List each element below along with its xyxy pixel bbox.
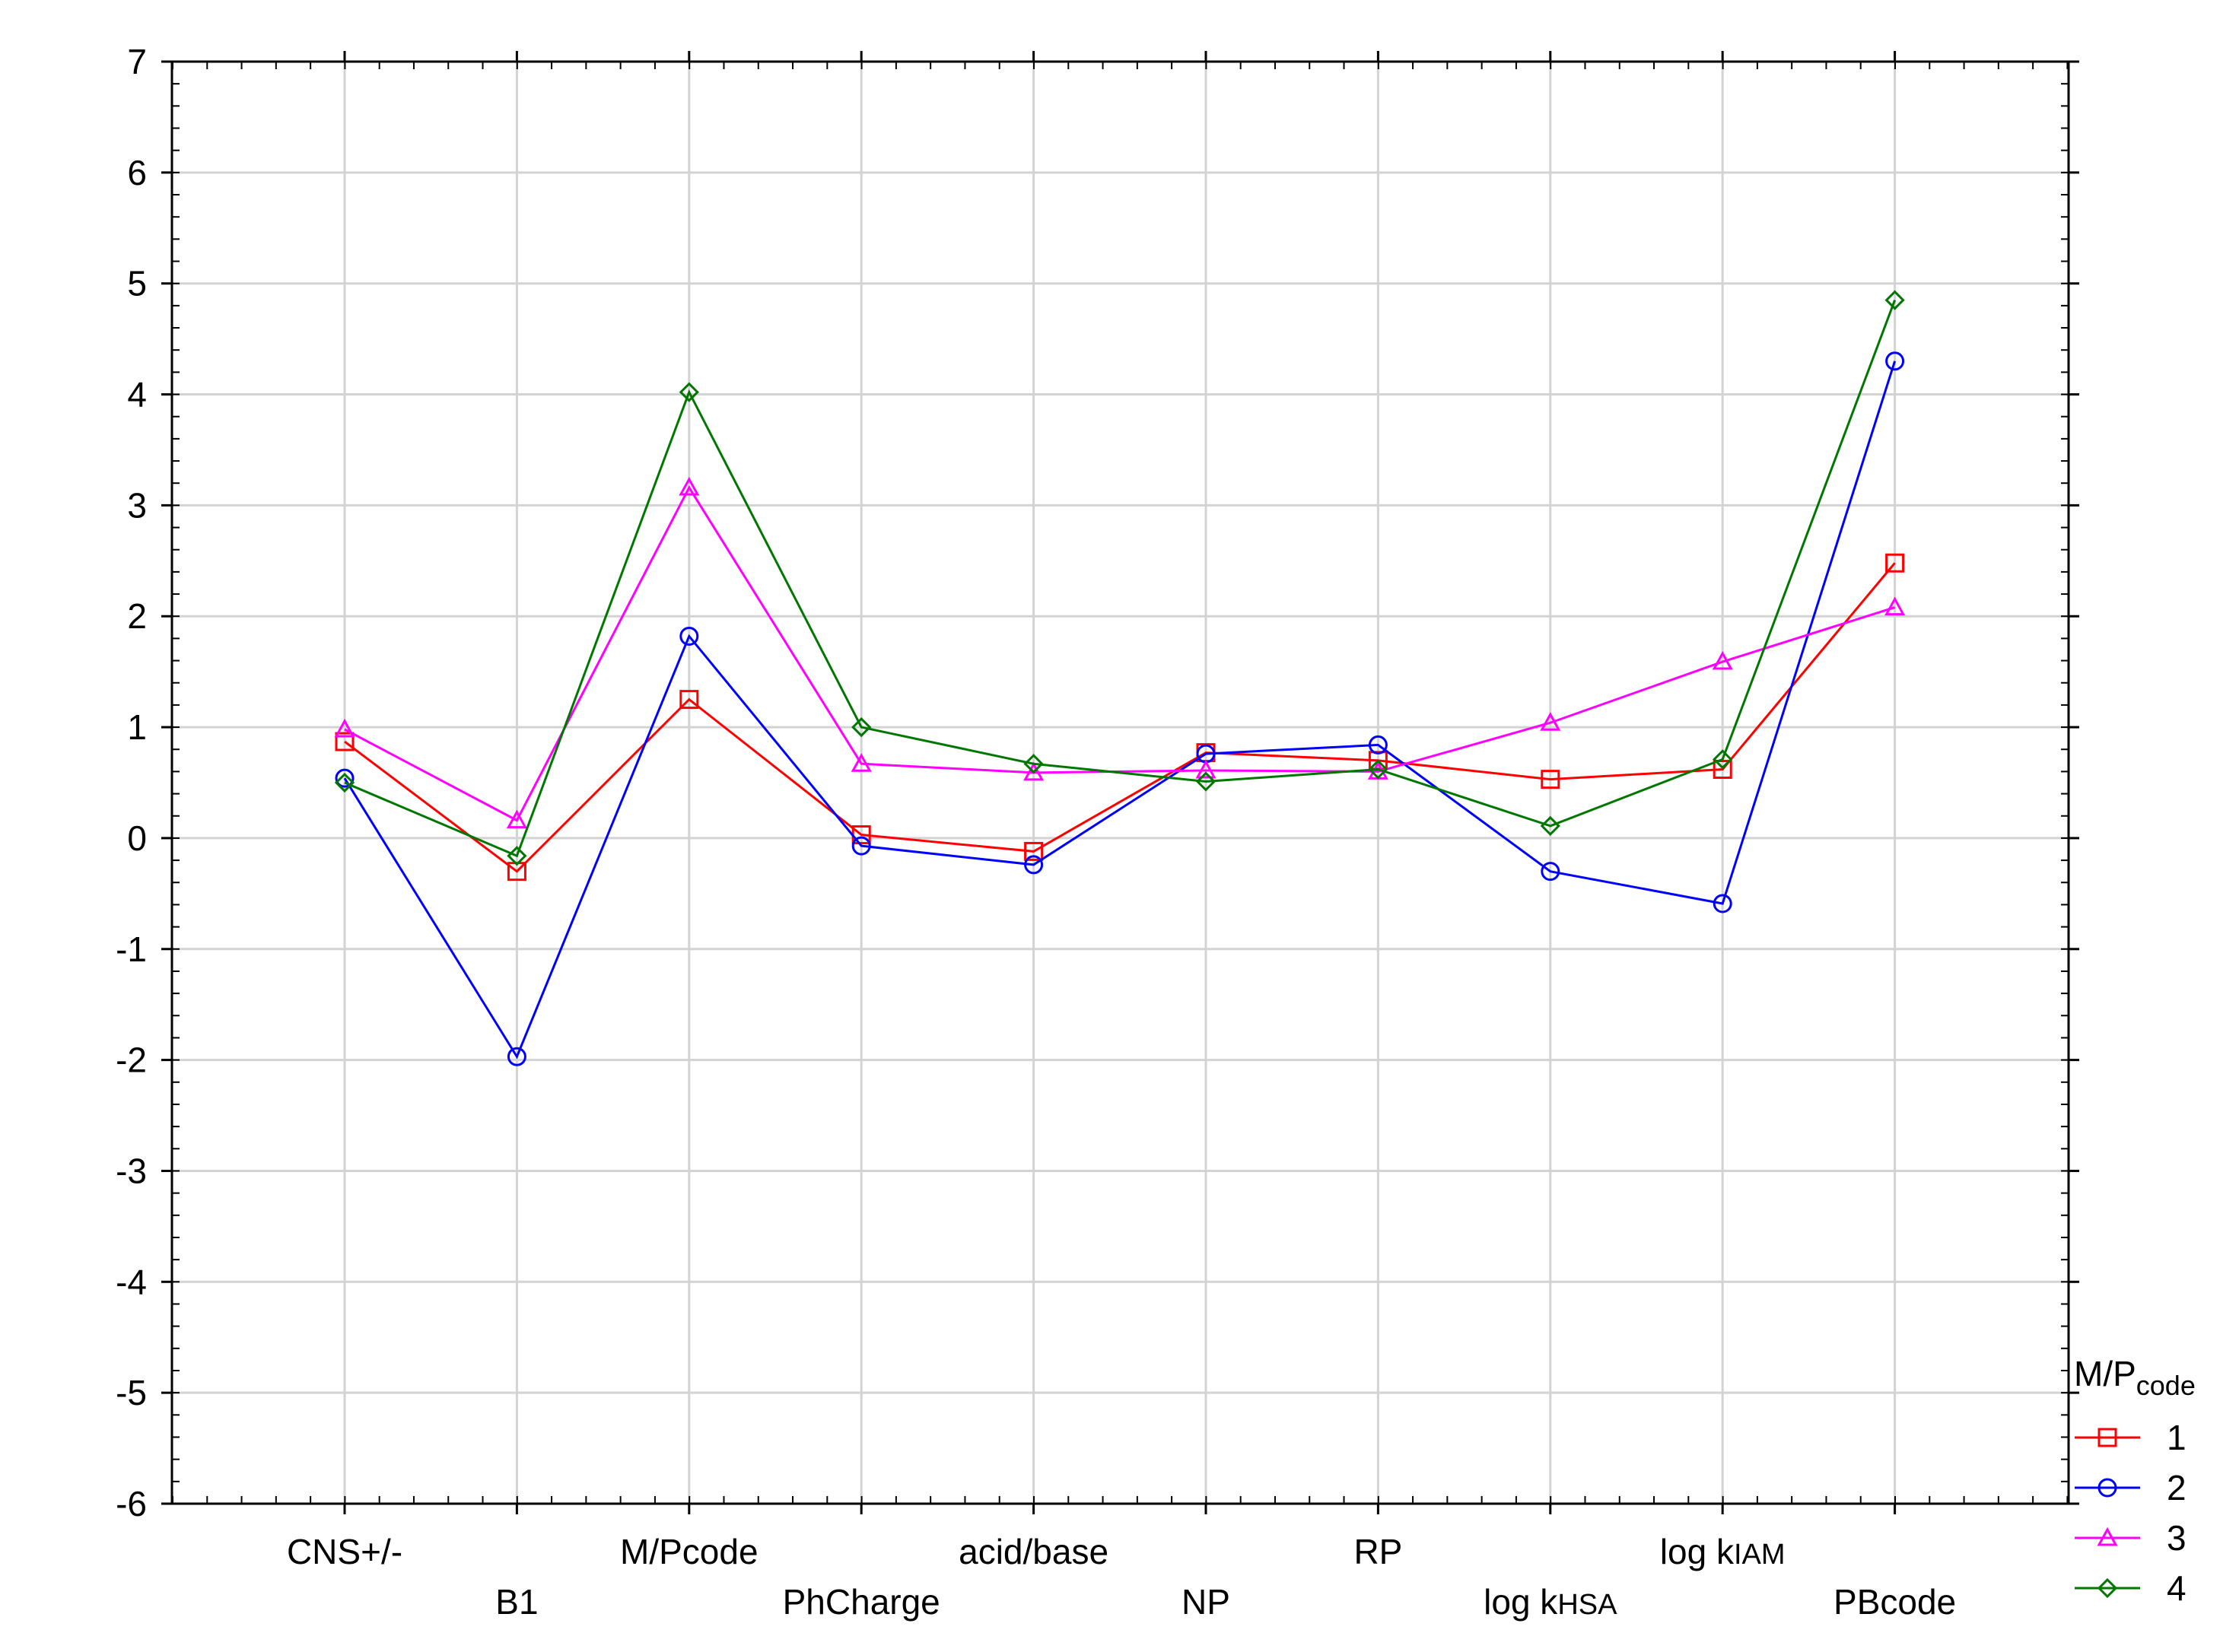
legend-item: 4 [2075, 1568, 2187, 1608]
legend-item: 2 [2075, 1468, 2187, 1507]
y-tick-label: -2 [116, 1040, 147, 1080]
data-point-3 [1023, 761, 1045, 781]
plot-frame [170, 60, 2070, 1505]
data-point-2 [679, 626, 699, 646]
data-point-3 [851, 753, 872, 772]
data-point-1 [1885, 553, 1905, 573]
data-point-2 [335, 768, 355, 788]
legend-title: M/Pcode [2074, 1354, 2196, 1401]
y-tick-label: 6 [127, 153, 147, 192]
series-line-1 [344, 562, 1896, 873]
legend-label: 4 [2167, 1568, 2187, 1608]
y-tick-label: 0 [127, 818, 147, 858]
legend-marker [2097, 1428, 2117, 1447]
series-2 [335, 351, 1905, 1066]
category-label: PhCharge [783, 1582, 940, 1622]
y-tick-labels: 7 6 5 4 3 2 1 0 -1 -2 -3 -4 -5 -6 [116, 42, 147, 1523]
series-line-4 [344, 300, 1897, 858]
legend-marker [2097, 1577, 2118, 1599]
category-label: M/Pcode [620, 1532, 759, 1571]
data-point-1 [679, 690, 699, 710]
legend-label: 2 [2167, 1468, 2187, 1507]
y-tick-label: 5 [127, 264, 147, 303]
category-label: log kHSA [1484, 1582, 1617, 1622]
data-point-2 [851, 836, 871, 856]
y-tick-label: -1 [116, 929, 147, 969]
y-tick-label: -6 [116, 1484, 147, 1523]
data-point-4 [334, 772, 355, 793]
legend-item: 3 [2075, 1518, 2187, 1558]
category-label: acid/base [959, 1532, 1108, 1571]
data-point-2 [1368, 735, 1388, 755]
data-point-2 [1885, 351, 1905, 371]
legend: M/Pcode 1 2 3 4 [2074, 1354, 2196, 1608]
y-tick-label: -3 [116, 1151, 147, 1190]
legend-label: 1 [2167, 1418, 2187, 1457]
legend-label: 3 [2167, 1518, 2187, 1558]
data-point-4 [1368, 759, 1388, 780]
category-label: PBcode [1833, 1582, 1956, 1622]
y-tick-label: -4 [116, 1262, 147, 1301]
series-line-2 [343, 361, 1897, 1060]
data-point-1 [1541, 770, 1560, 789]
y-tick-label: 2 [127, 596, 147, 636]
legend-marker [2097, 1527, 2118, 1546]
data-point-3 [1540, 712, 1561, 731]
y-tick-label: 7 [127, 42, 147, 81]
data-point-2 [507, 1047, 526, 1066]
data-point-1 [335, 732, 355, 751]
data-point-3 [679, 476, 700, 496]
data-point-3 [334, 718, 355, 738]
series-4 [334, 290, 1905, 866]
data-point-4 [507, 846, 527, 866]
data-point-4 [1884, 290, 1905, 310]
y-tick-label: 4 [127, 375, 147, 415]
category-label: RP [1353, 1532, 1402, 1571]
y-tick-label: 3 [127, 485, 147, 525]
data-point-4 [679, 382, 699, 402]
data-point-3 [1712, 650, 1733, 670]
category-label: log kIAM [1660, 1532, 1786, 1571]
data-point-4 [851, 716, 872, 738]
minor-ticks [172, 61, 2069, 1504]
data-point-1 [1713, 759, 1732, 779]
data-point-1 [1024, 841, 1044, 861]
x-category-labels: CNS+/- B1 M/Pcode PhCharge acid/base NP RP log … [287, 1532, 1956, 1622]
data-point-2 [1024, 855, 1044, 875]
data-point-4 [1540, 815, 1560, 837]
y-tick-label: 1 [127, 707, 147, 747]
y-tick-label: -5 [116, 1373, 147, 1412]
major-ticks [161, 51, 2079, 1514]
category-label: B1 [495, 1582, 538, 1622]
data-point-4 [1195, 771, 1217, 792]
data-point-2 [1713, 894, 1732, 913]
category-label: CNS+/- [287, 1532, 402, 1571]
data-point-3 [506, 809, 527, 829]
legend-item: 1 [2075, 1418, 2187, 1457]
data-point-3 [1884, 596, 1906, 616]
data-point-4 [1023, 754, 1044, 774]
legend-marker [2097, 1478, 2117, 1498]
data-point-3 [1195, 759, 1217, 779]
data-point-2 [1541, 862, 1560, 882]
category-label: NP [1182, 1582, 1230, 1622]
data-point-4 [1713, 749, 1733, 770]
